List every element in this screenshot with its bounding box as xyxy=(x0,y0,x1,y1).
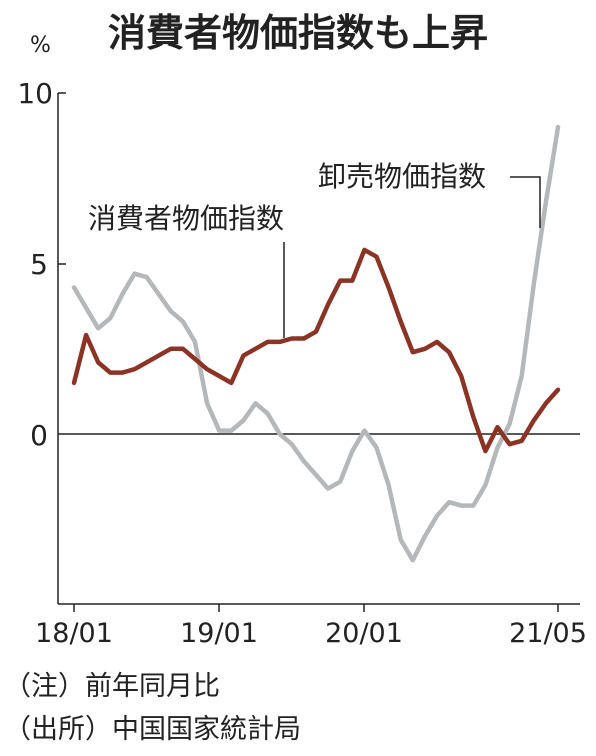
y-axis-unit: % xyxy=(30,33,51,58)
annotation-cpi-label: 消費者物価指数 xyxy=(88,202,284,235)
x-tick-label-2001: 20/01 xyxy=(325,618,403,649)
y-tick-label-5: 5 xyxy=(30,248,48,281)
x-tick-label-1901: 19/01 xyxy=(180,618,258,649)
y-tick-label-10: 10 xyxy=(17,77,53,110)
x-axis: 18/01 19/01 20/01 21/05 xyxy=(35,603,587,649)
annotation-cpi: 消費者物価指数 xyxy=(88,202,285,338)
note-source: （出所）中国国家統計局 xyxy=(4,714,301,745)
annotation-wholesale: 卸売物価指数 xyxy=(318,160,541,228)
y-axis: 10 5 0 xyxy=(17,77,66,604)
series-line-wholesale-price-index xyxy=(71,124,561,563)
chart: 消費者物価指数も上昇 % 10 5 0 18/01 19/01 20/01 21… xyxy=(17,11,587,649)
y-tick-label-0: 0 xyxy=(30,419,48,452)
chart-title: 消費者物価指数も上昇 xyxy=(108,11,488,55)
x-tick-label-2105: 21/05 xyxy=(509,618,587,649)
annotation-wholesale-label: 卸売物価指数 xyxy=(318,160,486,193)
annotation-wholesale-leader xyxy=(510,176,541,228)
series-line-consumer-price-index xyxy=(71,247,561,454)
note-yoy: （注）前年同月比 xyxy=(4,671,220,702)
x-tick-label-1801: 18/01 xyxy=(35,618,113,649)
